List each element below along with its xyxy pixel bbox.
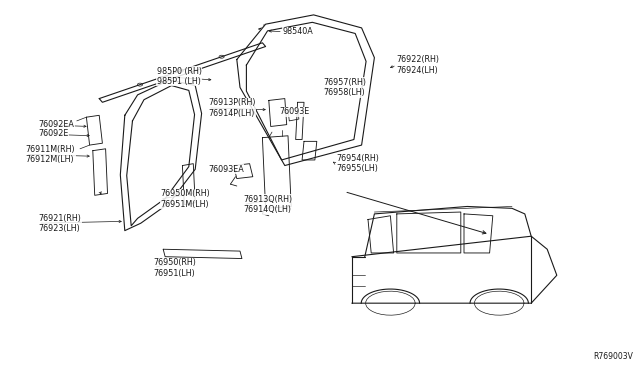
Text: 76911M(RH)
76912M(LH): 76911M(RH) 76912M(LH) bbox=[26, 145, 76, 164]
Text: 76913P(RH)
76914P(LH): 76913P(RH) 76914P(LH) bbox=[208, 98, 255, 118]
Polygon shape bbox=[262, 136, 291, 208]
Text: 76092E: 76092E bbox=[38, 129, 68, 138]
Polygon shape bbox=[234, 164, 253, 179]
Text: 76954(RH)
76955(LH): 76954(RH) 76955(LH) bbox=[336, 154, 379, 173]
Polygon shape bbox=[296, 102, 304, 140]
Text: 76921(RH)
76923(LH): 76921(RH) 76923(LH) bbox=[38, 214, 81, 233]
Polygon shape bbox=[302, 141, 317, 160]
Text: 985P0 (RH)
985P1 (LH): 985P0 (RH) 985P1 (LH) bbox=[157, 67, 202, 86]
Text: 76922(RH)
76924(LH): 76922(RH) 76924(LH) bbox=[397, 55, 440, 75]
Text: R769003V: R769003V bbox=[594, 352, 634, 361]
Polygon shape bbox=[182, 164, 195, 205]
Text: 76950(RH)
76951(LH): 76950(RH) 76951(LH) bbox=[154, 258, 196, 278]
Polygon shape bbox=[237, 15, 374, 166]
Polygon shape bbox=[86, 115, 102, 145]
Polygon shape bbox=[288, 108, 299, 121]
Polygon shape bbox=[93, 149, 108, 195]
Polygon shape bbox=[163, 249, 242, 259]
Text: 76093E: 76093E bbox=[280, 107, 310, 116]
Polygon shape bbox=[269, 99, 287, 126]
Text: 76093EA: 76093EA bbox=[208, 165, 244, 174]
Text: 98540A: 98540A bbox=[283, 27, 314, 36]
Polygon shape bbox=[99, 43, 266, 102]
Text: 76092EA: 76092EA bbox=[38, 120, 74, 129]
Text: 76957(RH)
76958(LH): 76957(RH) 76958(LH) bbox=[323, 78, 366, 97]
Text: 76913Q(RH)
76914Q(LH): 76913Q(RH) 76914Q(LH) bbox=[243, 195, 292, 214]
Text: 76950M(RH)
76951M(LH): 76950M(RH) 76951M(LH) bbox=[160, 189, 210, 209]
